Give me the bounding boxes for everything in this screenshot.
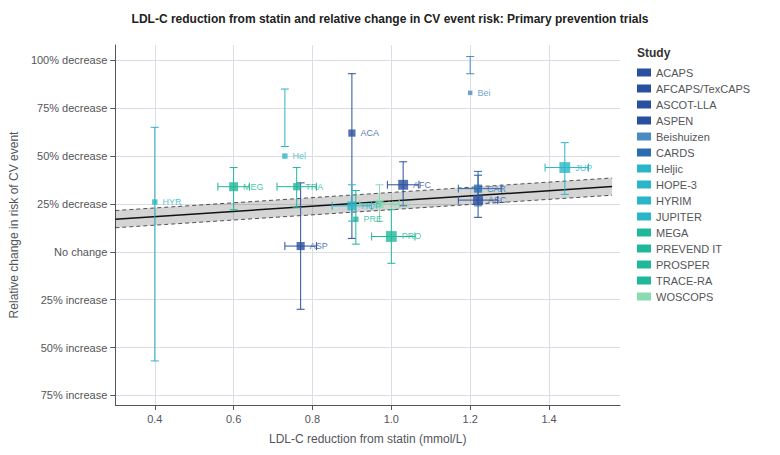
svg-text:50% decrease: 50% decrease (37, 150, 107, 162)
svg-text:1.0: 1.0 (384, 413, 399, 425)
svg-text:50% increase: 50% increase (41, 342, 108, 354)
svg-text:PROSPER: PROSPER (656, 259, 710, 271)
svg-text:ACAPS: ACAPS (656, 67, 693, 79)
svg-text:Relative change in risk of CV: Relative change in risk of CV event (7, 131, 21, 318)
svg-text:LDL-C reduction from statin an: LDL-C reduction from statin and relative… (132, 12, 649, 26)
svg-text:HOPE-3: HOPE-3 (656, 179, 697, 191)
svg-text:PREVEND IT: PREVEND IT (656, 243, 722, 255)
svg-text:CAR: CAR (487, 184, 507, 194)
svg-text:100% decrease: 100% decrease (31, 54, 107, 66)
svg-text:HYR: HYR (162, 197, 182, 207)
svg-text:HYRIM: HYRIM (656, 195, 691, 207)
svg-text:1.4: 1.4 (541, 413, 556, 425)
svg-text:JUP: JUP (575, 163, 592, 173)
svg-text:0.8: 0.8 (305, 413, 320, 425)
svg-text:WOS: WOS (389, 199, 411, 209)
svg-text:Beishuizen: Beishuizen (656, 131, 710, 143)
svg-text:MEG: MEG (243, 182, 264, 192)
svg-text:TRACE-RA: TRACE-RA (656, 275, 713, 287)
svg-text:MEGA: MEGA (656, 227, 689, 239)
svg-text:LDL-C reduction from statin (m: LDL-C reduction from statin (mmol/L) (269, 432, 466, 446)
svg-text:AFCAPS/TexCAPS: AFCAPS/TexCAPS (656, 83, 750, 95)
svg-text:PRO: PRO (402, 231, 422, 241)
svg-text:ACA: ACA (361, 128, 380, 138)
svg-text:75% increase: 75% increase (41, 389, 108, 401)
svg-text:ASCOT-LLA: ASCOT-LLA (656, 99, 717, 111)
svg-text:25% decrease: 25% decrease (37, 198, 107, 210)
svg-text:Heljic: Heljic (656, 163, 683, 175)
svg-text:25% increase: 25% increase (41, 294, 108, 306)
svg-text:Study: Study (637, 46, 671, 60)
svg-text:Bei: Bei (477, 88, 490, 98)
svg-text:CARDS: CARDS (656, 147, 695, 159)
svg-text:HOP: HOP (361, 201, 381, 211)
svg-text:1.2: 1.2 (463, 413, 478, 425)
svg-text:WOSCOPS: WOSCOPS (656, 291, 713, 303)
svg-text:PRE: PRE (364, 214, 383, 224)
svg-text:Hel: Hel (293, 151, 307, 161)
svg-text:AFC: AFC (413, 180, 432, 190)
svg-text:0.6: 0.6 (226, 413, 241, 425)
svg-text:75% decrease: 75% decrease (37, 102, 107, 114)
svg-text:0.4: 0.4 (147, 413, 162, 425)
svg-text:ASC: ASC (488, 195, 507, 205)
svg-text:ASP: ASP (310, 241, 328, 251)
svg-text:ASPEN: ASPEN (656, 115, 693, 127)
svg-text:TRA: TRA (305, 182, 323, 192)
svg-text:No change: No change (54, 246, 107, 258)
svg-text:JUPITER: JUPITER (656, 211, 702, 223)
